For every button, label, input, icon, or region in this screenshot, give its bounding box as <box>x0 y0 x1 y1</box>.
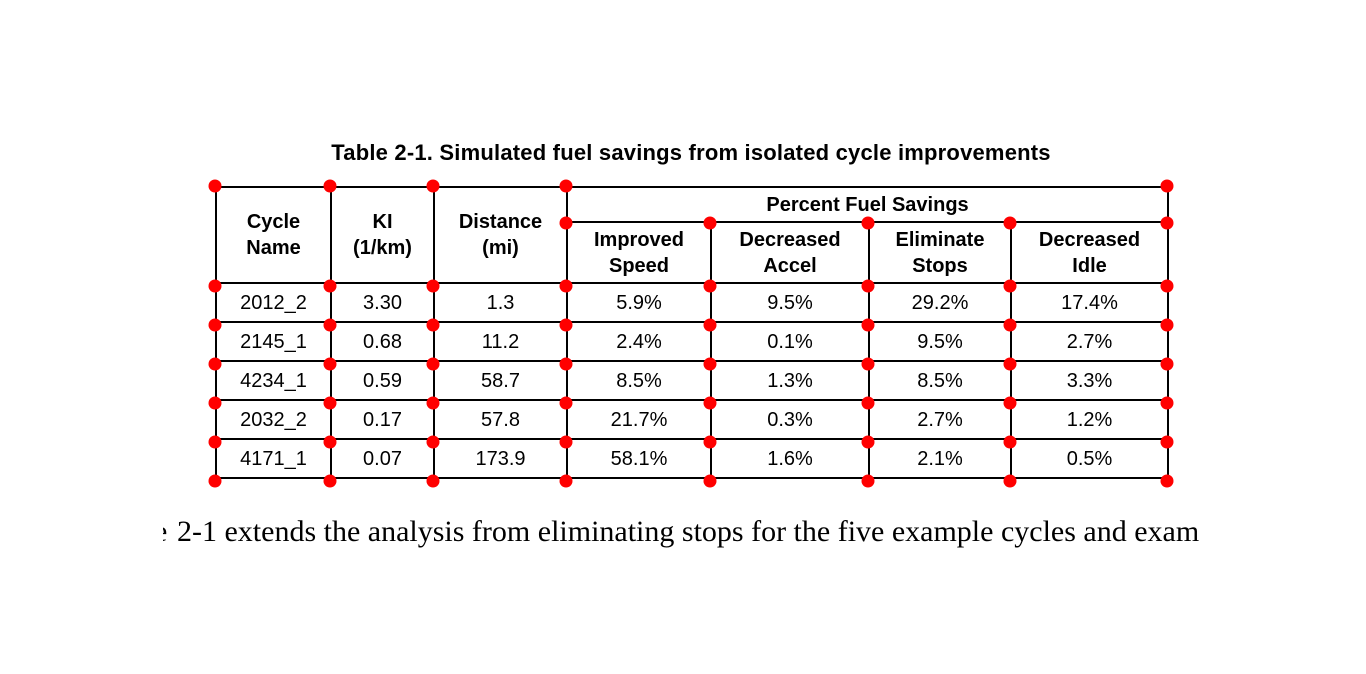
col-header-decreased-accel: Decreased Accel <box>710 221 870 284</box>
table-row: 2012_2 3.30 1.3 5.9% 9.5% 29.2% 17.4% <box>215 282 1170 323</box>
table-cell: 57.8 <box>433 399 568 440</box>
table-cell: 29.2% <box>868 282 1012 323</box>
table-cell: 0.1% <box>710 321 870 362</box>
header-line: Accel <box>763 254 817 277</box>
table-cell: 11.2 <box>433 321 568 362</box>
table-row: 2145_1 0.68 11.2 2.4% 0.1% 9.5% 2.7% <box>215 321 1170 362</box>
header-line: Speed <box>608 254 670 277</box>
col-header-improved-speed: Improved Speed <box>566 221 712 284</box>
body-text: 2-1 extends the analysis from eliminatin… <box>177 515 1200 548</box>
table-cell: 2145_1 <box>215 321 332 362</box>
col-header-cycle-name: Cycle Name <box>215 186 332 284</box>
table-cell: 58.7 <box>433 360 568 401</box>
header-line: Idle <box>1072 254 1107 277</box>
table-cell: 2.7% <box>1009 321 1170 362</box>
col-header-distance: Distance (mi) <box>433 186 568 284</box>
header-line: Eliminate <box>895 228 985 251</box>
table-cell: 0.17 <box>330 399 435 440</box>
table-cell: 173.9 <box>433 438 568 479</box>
table-cell: 9.5% <box>868 321 1012 362</box>
table-cell: 8.5% <box>566 360 712 401</box>
table-cell: 2032_2 <box>215 399 332 440</box>
table-cell: 4171_1 <box>215 438 332 479</box>
header-line: Improved <box>593 228 685 251</box>
table-cell: 2.4% <box>566 321 712 362</box>
header-line: KI <box>372 211 393 233</box>
span-header-percent-fuel-savings: Percent Fuel Savings <box>565 186 1170 223</box>
table-cell: 3.30 <box>330 282 435 323</box>
table-cell: 9.5% <box>710 282 870 323</box>
table-cell: 1.6% <box>710 438 870 479</box>
table-cell: 0.59 <box>330 360 435 401</box>
header-row-sub: Improved Speed Decreased Accel Eliminate… <box>216 221 1170 284</box>
header-line: Decreased <box>739 228 841 251</box>
table-cell: 3.3% <box>1009 360 1170 401</box>
table-header: Cycle Name KI (1/km) Distance (mi) Perce… <box>215 186 1170 284</box>
table-cell: 2.1% <box>868 438 1012 479</box>
header-line: (mi) <box>482 237 519 259</box>
table-row: 4171_1 0.07 173.9 58.1% 1.6% 2.1% 0.5% <box>215 438 1170 479</box>
table-row: 2032_2 0.17 57.8 21.7% 0.3% 2.7% 1.2% <box>215 399 1170 440</box>
table-cell: 2.7% <box>868 399 1012 440</box>
header-line: Stops <box>912 254 968 277</box>
clipped-character: e <box>163 513 167 551</box>
table-cell: 0.3% <box>710 399 870 440</box>
table-cell: 4234_1 <box>215 360 332 401</box>
table-cell: 1.3% <box>710 360 870 401</box>
header-line: (1/km) <box>353 237 412 259</box>
header-row-top: Cycle Name KI (1/km) Distance (mi) Perce… <box>215 186 1170 284</box>
table-cell: 17.4% <box>1009 282 1170 323</box>
table-cell: 21.7% <box>566 399 712 440</box>
header-line: Distance <box>458 211 543 233</box>
header-line: Decreased <box>1038 228 1141 251</box>
table-cell: 0.5% <box>1009 438 1170 479</box>
table-cell: 0.07 <box>330 438 435 479</box>
col-header-decreased-idle: Decreased Idle <box>1009 221 1170 284</box>
fuel-savings-table: Cycle Name KI (1/km) Distance (mi) Perce… <box>215 186 1170 479</box>
table-cell: 0.68 <box>330 321 435 362</box>
table-cell: 1.2% <box>1009 399 1170 440</box>
table-cell: 8.5% <box>868 360 1012 401</box>
table-body: 2012_2 3.30 1.3 5.9% 9.5% 29.2% 17.4% 2145_1 0.6… <box>215 282 1170 479</box>
clipped-text-fragment: e <box>163 513 170 553</box>
table-cell: 1.3 <box>433 282 568 323</box>
table-cell: 2012_2 <box>215 282 332 323</box>
table-cell: 58.1% <box>566 438 712 479</box>
col-header-ki: KI (1/km) <box>330 186 435 284</box>
table-caption: Table 2-1. Simulated fuel savings from i… <box>331 140 1051 165</box>
header-line: Cycle <box>246 211 301 233</box>
col-header-eliminate-stops: Eliminate Stops <box>868 221 1012 284</box>
table-row: 4234_1 0.59 58.7 8.5% 1.3% 8.5% 3.3% <box>215 360 1170 401</box>
header-line: Name <box>246 237 301 259</box>
table-cell: 5.9% <box>566 282 712 323</box>
